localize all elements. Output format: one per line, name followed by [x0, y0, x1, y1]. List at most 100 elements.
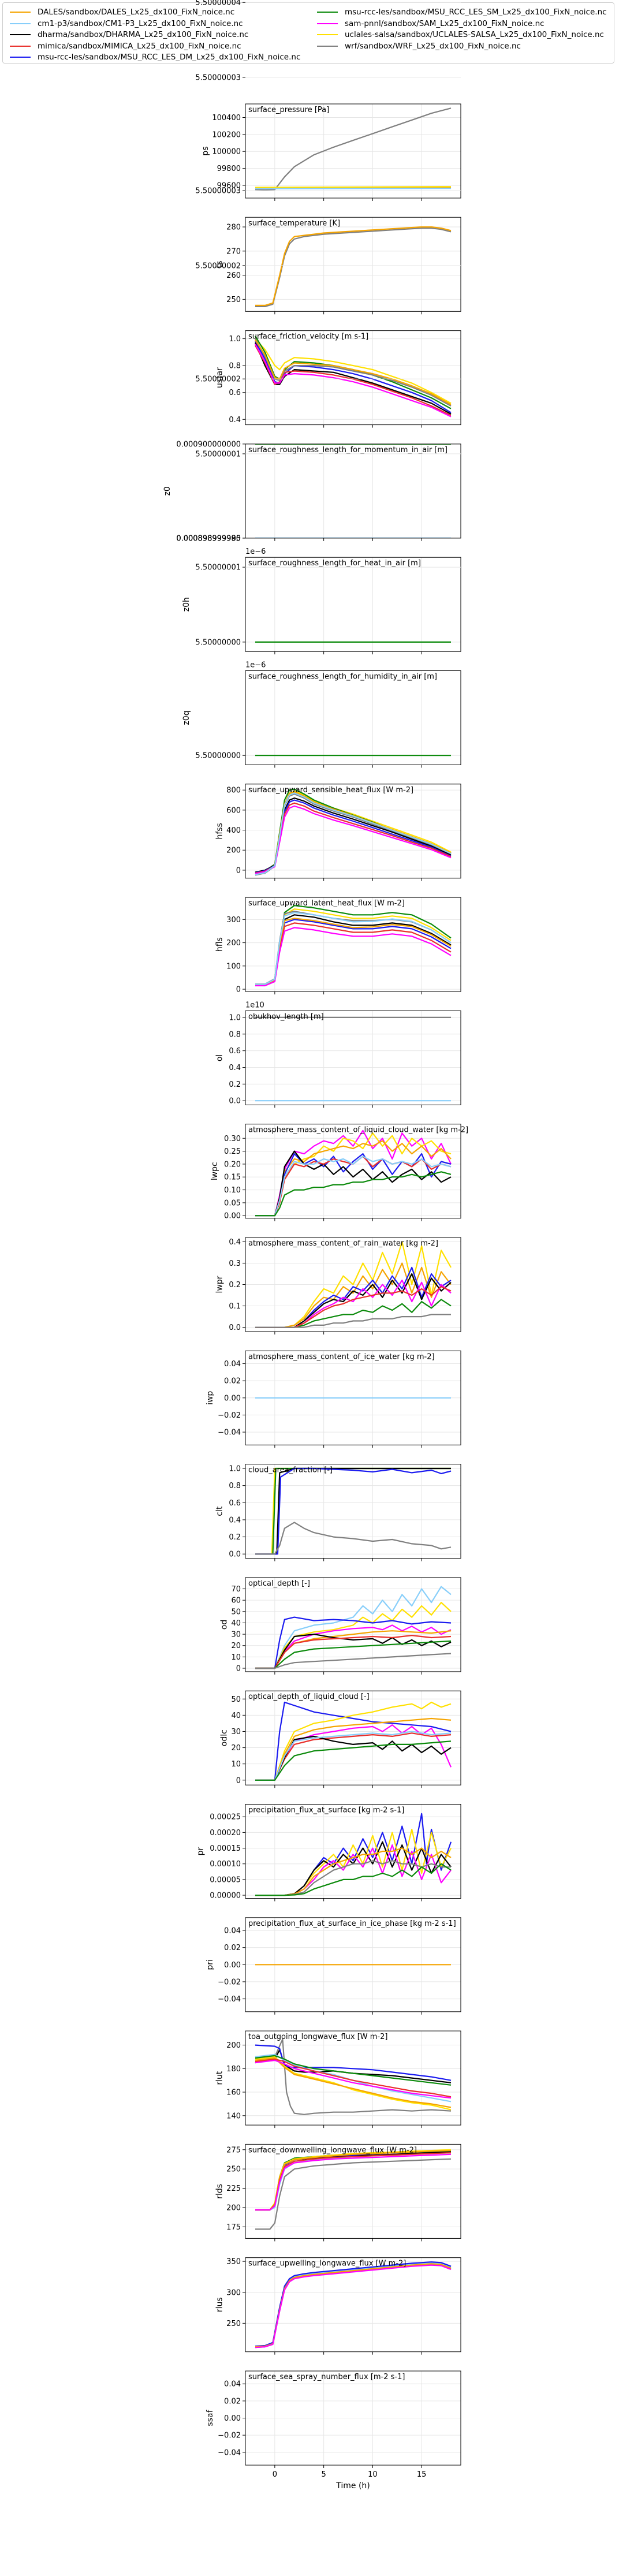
plot-frame	[245, 2257, 461, 2353]
y-tick-label: 0.3	[229, 1259, 241, 1268]
legend-label: msu-rcc-les/sandbox/MSU_RCC_LES_DM_Lx25_…	[38, 53, 301, 62]
chart-title: precipitation_flux_at_surface [kg m-2 s-…	[248, 1806, 404, 1815]
y-tick-label: 0.000898999995	[176, 534, 241, 543]
y-tick-label: 180	[226, 2065, 241, 2074]
y-tick-label: 5.50000003	[195, 187, 241, 196]
series-line	[255, 1171, 452, 1217]
chart-panel: 0.0 0.2 0.4 0.6 0.8 1.0 obukhov_length [m] 1e10…	[215, 1001, 461, 1108]
chart-title: cloud_area_fraction [-]	[248, 1466, 333, 1475]
y-tick-label: 0.8	[229, 362, 241, 371]
legend-label: sam-pnnl/sandbox/SAM_Lx25_dx100_FixN_noi…	[345, 18, 545, 28]
y-tick-label: 0.15	[224, 1173, 241, 1182]
series-line	[255, 338, 452, 404]
series-line	[255, 1740, 452, 1781]
legend: DALES/sandbox/DALES_Lx25_dx100_FixN_noic…	[2, 2, 614, 64]
series-line	[255, 1153, 452, 1217]
y-tick-label: −0.04	[218, 2448, 241, 2457]
chart-title: optical_depth_of_liquid_cloud [-]	[248, 1693, 370, 1701]
y-tick-label: 0.4	[229, 1516, 241, 1524]
y-tick-label: 50	[231, 1695, 241, 1704]
y-axis-label: odlc	[220, 1729, 229, 1746]
y-tick-label: 140	[226, 2112, 241, 2120]
chart-title: surface_roughness_length_for_momentum_in…	[248, 446, 448, 454]
plot-frame	[245, 443, 461, 539]
chart-panel: −0.04 −0.02 0.00 0.02 0.04 0 5 10 15 surface_sea_…	[206, 2370, 461, 2491]
series-line	[255, 1701, 452, 1781]
y-tick-label: 100000	[212, 148, 241, 156]
chart-title: optical_depth [-]	[248, 1579, 310, 1588]
chart-title: surface_temperature [K]	[248, 219, 340, 228]
series-line	[255, 1640, 452, 1669]
y-tick-label: 100	[226, 962, 241, 971]
plot-frame	[245, 2143, 461, 2239]
y-tick-label: −0.04	[218, 1995, 241, 2004]
y-tick-label: 5.50000000	[195, 638, 241, 647]
chart-panel: 0.0008989999850.0008989999900.0008989999…	[163, 440, 461, 543]
y-tick-label: 0.00010	[210, 1860, 241, 1869]
legend-swatch	[317, 45, 338, 47]
y-tick-label: 5.50000003	[195, 73, 241, 82]
y-tick-label: 30	[231, 1631, 241, 1639]
y-axis-label: lwpc	[210, 1162, 219, 1180]
y-tick-label: 1.0	[229, 335, 241, 344]
y-axis-label: z0	[163, 486, 172, 495]
y-tick-label: 0.00015	[210, 1844, 241, 1853]
y-axis-label: od	[220, 1620, 229, 1630]
y-offset-label: 1e10	[245, 1001, 264, 1009]
series-line	[255, 1241, 452, 1328]
series-line	[255, 345, 452, 416]
y-tick-label: 0	[236, 986, 241, 994]
y-tick-label: 0.00025	[210, 1813, 241, 1822]
legend-label: wrf/sandbox/WRF_Lx25_dx100_FixN_noice.nc	[345, 41, 521, 51]
legend-label: DALES/sandbox/DALES_Lx25_dx100_FixN_noic…	[38, 8, 235, 17]
y-axis-label: ps	[201, 146, 210, 155]
legend-label: cm1-p3/sandbox/CM1-P3_Lx25_dx100_FixN_no…	[38, 18, 243, 28]
y-tick-label: 200	[226, 939, 241, 948]
y-axis-label: ol	[215, 1054, 224, 1061]
chart-panel: 5.50000000 5.50000001 5.50000002 5.50000003…	[182, 73, 461, 655]
y-tick-label: 1.0	[229, 1013, 241, 1022]
series-line	[255, 1314, 451, 1328]
legend-label: dharma/sandbox/DHARMA_Lx25_dx100_FixN_no…	[38, 30, 249, 39]
y-tick-label: 260	[226, 271, 241, 280]
series-line	[255, 1653, 452, 1669]
series-line	[255, 1731, 452, 1781]
series-line	[255, 1701, 452, 1781]
y-tick-label: −0.02	[218, 1978, 241, 1986]
y-offset-label: 1e−6	[245, 547, 266, 556]
chart-panel: 250 300 350 surface_upwelling_longwave_flux…	[215, 2257, 461, 2355]
series-line	[255, 1273, 452, 1328]
y-tick-label: 200	[226, 847, 241, 855]
chart-panel: 5.50000000 5.50000001 5.50000002 5.50000003…	[182, 0, 461, 768]
series-line	[255, 1634, 452, 1669]
legend-label: msu-rcc-les/sandbox/MSU_RCC_LES_SM_Lx25_…	[345, 8, 607, 17]
y-tick-label: 0.00020	[210, 1829, 241, 1837]
y-axis-label: ts	[215, 260, 224, 268]
y-tick-label: 0.6	[229, 1047, 241, 1056]
y-tick-label: 0.8	[229, 1482, 241, 1490]
chart-title: surface_upward_latent_heat_flux [W m-2]	[248, 899, 405, 908]
y-tick-label: 0.4	[229, 416, 241, 424]
legend-swatch	[10, 12, 31, 13]
y-axis-label: z0h	[182, 597, 191, 612]
plot-frame	[245, 103, 461, 199]
y-tick-label: 100200	[212, 131, 241, 139]
y-tick-label: 0.02	[224, 2397, 241, 2406]
y-tick-label: 350	[226, 2258, 241, 2266]
y-tick-label: 250	[226, 2165, 241, 2174]
y-axis-label: clt	[215, 1506, 224, 1516]
y-tick-label: 5.50000001	[195, 450, 241, 458]
series-line	[255, 2059, 452, 2099]
plot-frame	[245, 1690, 461, 1785]
y-tick-label: −0.04	[218, 1429, 241, 1437]
y-tick-label: 30	[231, 1728, 241, 1736]
y-tick-label: 0.0	[229, 1550, 241, 1559]
chart-title: precipitation_flux_at_surface_in_ice_pha…	[248, 1919, 456, 1928]
y-tick-label: 0.10	[224, 1186, 241, 1195]
y-tick-label: 5.50000002	[195, 262, 241, 270]
legend-swatch	[317, 12, 338, 13]
series-line	[255, 1286, 452, 1328]
series-line	[255, 2153, 452, 2211]
chart-panel: 0 10 20 30 40 50 optical_depth_of_liquid_cloud…	[220, 1690, 461, 1788]
y-tick-label: 0.2	[229, 1080, 241, 1089]
